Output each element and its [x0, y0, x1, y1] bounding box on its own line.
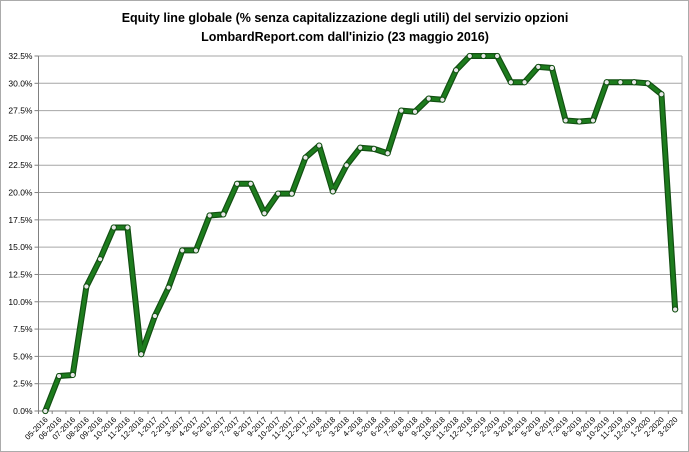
data-point-marker	[316, 142, 323, 149]
data-point-marker	[466, 52, 473, 60]
data-point-marker	[603, 79, 610, 86]
data-point-marker	[275, 190, 282, 197]
data-point-marker	[617, 79, 624, 86]
data-point-marker	[452, 67, 460, 74]
data-point-marker	[494, 52, 501, 60]
data-point-marker	[97, 256, 104, 263]
data-point-marker	[138, 351, 145, 358]
data-point-marker	[247, 180, 254, 187]
data-point-marker	[425, 95, 432, 102]
data-point-marker	[192, 247, 200, 254]
data-point-marker	[151, 312, 158, 320]
data-point-marker	[42, 407, 49, 415]
data-point-marker	[576, 118, 583, 125]
y-axis-label: 32.5%	[8, 51, 33, 61]
data-point-marker	[411, 108, 419, 115]
y-axis-label: 30.0%	[8, 78, 33, 88]
y-axis-label: 17.5%	[8, 215, 33, 225]
y-axis-label: 25.0%	[8, 133, 33, 143]
data-point-marker	[480, 52, 487, 60]
y-axis-label: 0.0%	[13, 406, 33, 416]
data-point-marker	[357, 144, 364, 151]
y-axis-label: 20.0%	[8, 188, 33, 198]
data-point-marker	[658, 91, 665, 98]
y-axis-label: 27.5%	[8, 106, 33, 116]
data-point-marker	[548, 64, 556, 72]
y-axis-label: 10.0%	[8, 297, 33, 307]
data-point-marker	[302, 154, 309, 161]
data-point-marker	[83, 283, 90, 290]
data-point-marker	[672, 306, 679, 313]
data-point-marker	[630, 79, 638, 86]
data-point-marker	[562, 117, 569, 124]
y-axis-label: 2.5%	[13, 379, 33, 389]
y-axis-label: 7.5%	[13, 324, 33, 334]
chart-title-line1: Equity line globale (% senza capitalizza…	[122, 11, 569, 25]
y-axis-label: 15.0%	[8, 242, 33, 252]
data-point-marker	[179, 247, 186, 254]
data-point-marker	[644, 80, 651, 87]
data-point-marker	[110, 224, 117, 231]
data-point-marker	[535, 63, 542, 71]
data-point-marker	[398, 107, 405, 114]
data-point-marker	[165, 284, 172, 291]
data-point-marker	[370, 145, 378, 152]
data-point-marker	[439, 96, 446, 103]
y-axis-label: 22.5%	[8, 160, 33, 170]
data-point-marker	[329, 188, 336, 195]
chart-title-line2: LombardReport.com dall'inizio (23 maggio…	[201, 30, 489, 44]
y-axis-label: 5.0%	[13, 351, 33, 361]
data-point-marker	[343, 162, 350, 169]
data-point-marker	[288, 190, 295, 197]
data-point-marker	[507, 79, 514, 86]
plot-area: 0.0% 2.5% 5.0% 7.5% 10.0% 12.5% 15.0% 17.5% 20.0…	[8, 51, 683, 442]
data-point-marker	[233, 180, 241, 187]
y-axis-label: 12.5%	[8, 269, 33, 279]
equity-line-edge	[42, 53, 679, 414]
data-point-marker	[69, 371, 76, 379]
data-point-marker	[261, 210, 268, 217]
data-point-marker	[589, 117, 597, 124]
data-point-marker	[206, 212, 213, 219]
equity-line	[43, 54, 677, 413]
data-point-marker	[124, 224, 131, 231]
data-point-marker	[384, 150, 391, 157]
data-point-marker	[521, 79, 528, 86]
data-point-marker	[220, 211, 227, 218]
data-point-marker	[55, 372, 63, 380]
